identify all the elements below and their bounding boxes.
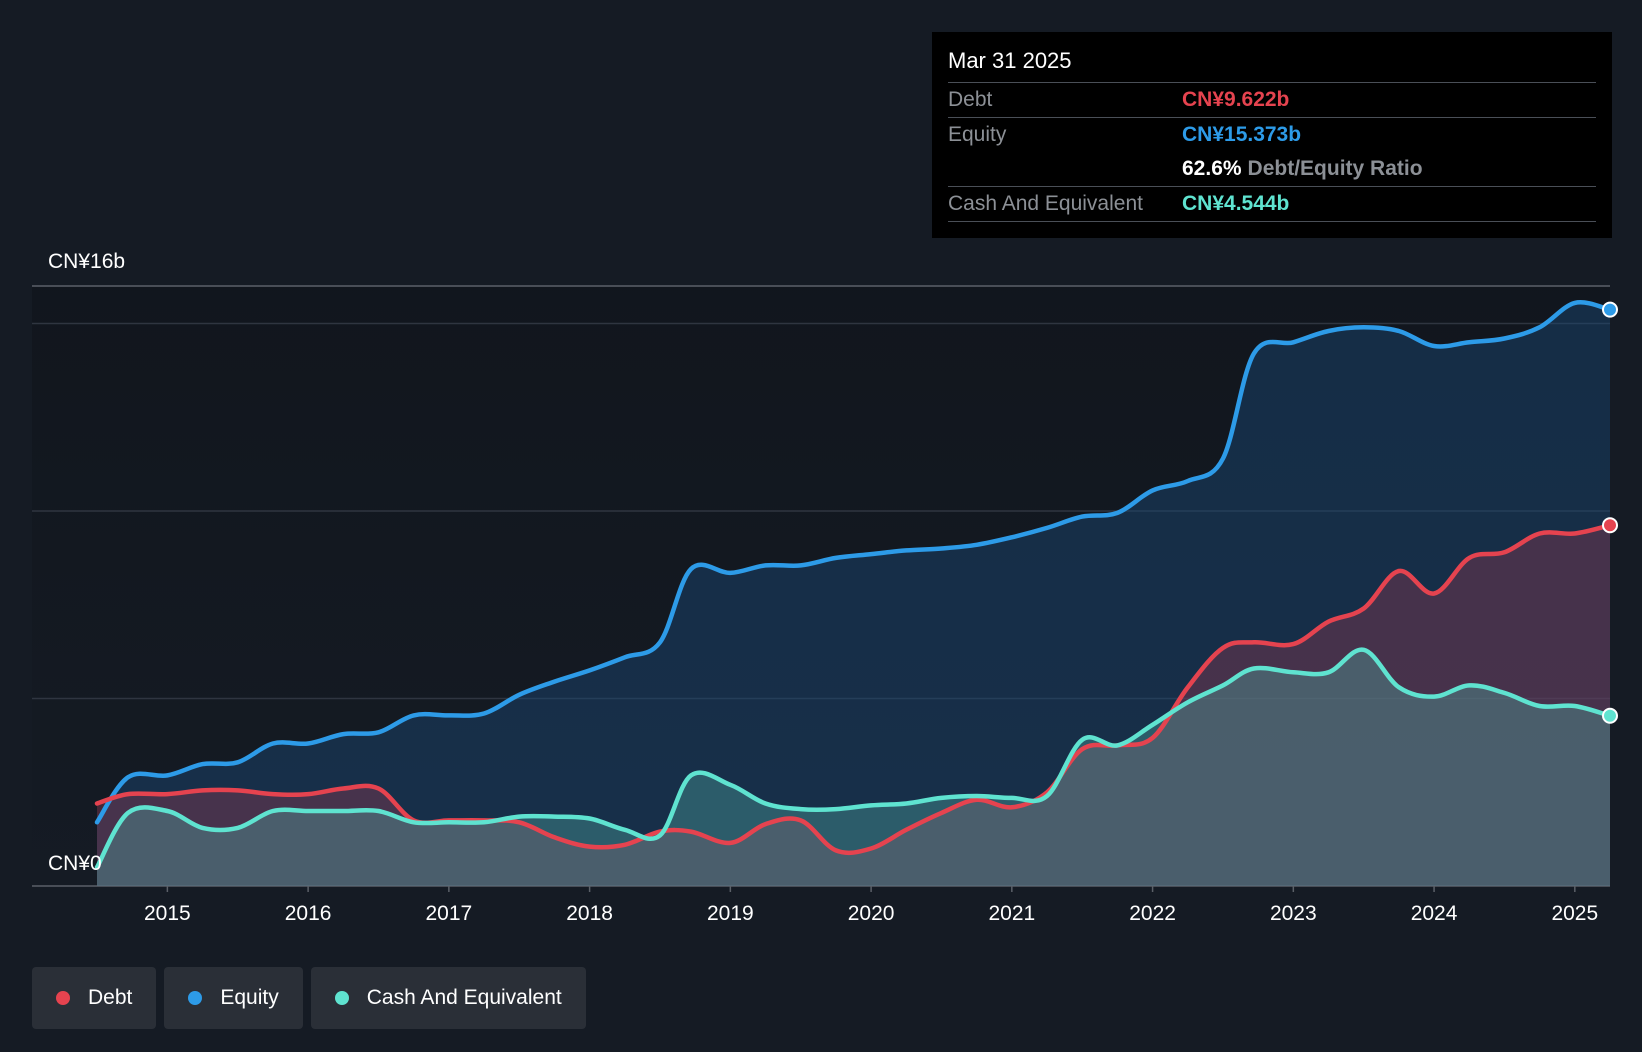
- cash-dot-icon: [334, 991, 349, 1005]
- x-axis-ticks: 2015 2016 2017 2018 2019 2020 2021 2022 2023 2024…: [144, 886, 1598, 925]
- x-tick-label: 2016: [285, 902, 332, 925]
- series-areas: [97, 302, 1610, 886]
- legend-item-debt[interactable]: Debt: [32, 967, 157, 1029]
- grid-lines: [32, 285, 1610, 887]
- tooltip-date: Mar 31 2025: [948, 48, 1072, 73]
- tooltip-row-equity: Equity CN¥15.373b: [948, 117, 1596, 152]
- legend-item-equity[interactable]: Equity: [164, 967, 303, 1029]
- x-tick-label: 2019: [707, 902, 754, 925]
- equity-dot-icon: [188, 991, 203, 1005]
- tooltip-ratio-value: 62.6%: [1182, 157, 1242, 180]
- x-tick-label: 2025: [1551, 902, 1598, 925]
- equity-end-marker: [1602, 301, 1618, 318]
- tooltip-debt-label: Debt: [948, 88, 993, 111]
- tooltip-debt-value: CN¥9.622b: [1182, 88, 1290, 111]
- debt-end-marker: [1602, 517, 1618, 534]
- legend-debt-label: Debt: [88, 986, 133, 1009]
- cash-area: [97, 649, 1610, 886]
- tooltip-cash-label: Cash And Equivalent: [948, 192, 1143, 215]
- x-tick-label: 2023: [1270, 902, 1317, 925]
- equity-line: [94, 300, 1613, 825]
- legend-item-cash[interactable]: Cash And Equivalent: [310, 967, 586, 1029]
- tooltip-row-cash: Cash And Equivalent CN¥4.544b: [948, 186, 1596, 222]
- x-tick-label: 2021: [988, 902, 1035, 925]
- tooltip-equity-label: Equity: [948, 123, 1007, 146]
- y-axis-bottom-label: CN¥0: [48, 852, 102, 875]
- legend-equity-label: Equity: [220, 986, 279, 1009]
- x-tick-label: 2020: [848, 902, 895, 925]
- equity-area: [97, 302, 1610, 886]
- tooltip-cash-value: CN¥4.544b: [1182, 192, 1290, 215]
- plot-shade: [32, 287, 1610, 887]
- legend-cash-label: Cash And Equivalent: [366, 986, 562, 1009]
- tooltip-row-debt: Debt CN¥9.622b: [948, 82, 1596, 117]
- debt-dot-icon: [56, 991, 70, 1005]
- x-tick-label: 2017: [426, 902, 473, 925]
- debt-area: [97, 525, 1610, 886]
- x-tick-label: 2024: [1411, 902, 1458, 925]
- tooltip-ratio-label: Debt/Equity Ratio: [1247, 157, 1423, 180]
- y-axis-top-label: CN¥16b: [48, 250, 126, 273]
- cash-end-marker: [1602, 707, 1618, 724]
- series-lines: [94, 300, 1613, 870]
- x-tick-label: 2022: [1129, 902, 1176, 925]
- tooltip-equity-value: CN¥15.373b: [1182, 123, 1302, 146]
- legend: Debt Equity Cash And Equivalent: [32, 967, 586, 1029]
- x-tick-label: 2015: [144, 902, 191, 925]
- debt-line: [94, 523, 1613, 856]
- cash-line: [94, 647, 1613, 870]
- x-tick-label: 2018: [566, 902, 613, 925]
- end-markers: [1602, 301, 1618, 724]
- tooltip-row-ratio: 62.6% Debt/Equity Ratio: [948, 152, 1596, 186]
- tooltip-panel: Mar 31 2025 Debt CN¥9.622b Equity CN¥15.…: [932, 32, 1612, 238]
